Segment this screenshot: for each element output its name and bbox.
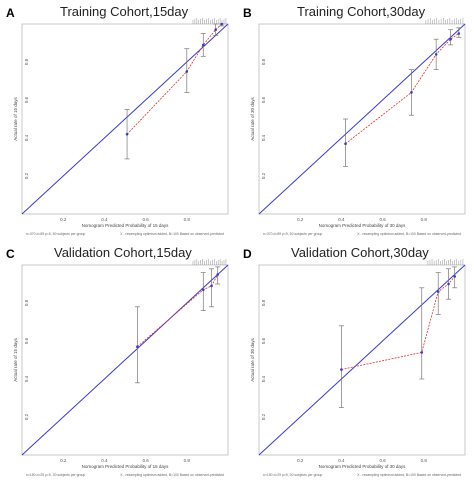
panel-d: D Validation Cohort,30day 0.2 0.4 0.6 0.8 0.… bbox=[237, 241, 474, 482]
footnote-right: X - resampling optimism added, B=100 Bas… bbox=[120, 473, 224, 477]
panel-b: B Training Cohort,30day 0.2 0.4 0.6 0.8 0.2 0… bbox=[237, 0, 474, 241]
footnote-right: X - resampling optimism added, B=100 Bas… bbox=[357, 232, 461, 236]
calibration-plot: 0.2 0.4 0.6 0.8 0.2 0.4 0.6 0.8 Nomogram Predict… bbox=[250, 18, 466, 236]
x-tick-label: 0.6 bbox=[379, 217, 386, 222]
data-point bbox=[340, 368, 343, 371]
y-tick-label: 0.2 bbox=[24, 413, 29, 420]
chart-title: Training Cohort,30day bbox=[297, 4, 426, 19]
x-tick-label: 0.4 bbox=[338, 458, 345, 463]
data-point bbox=[447, 282, 450, 286]
x-tick-label: 0.6 bbox=[142, 458, 149, 463]
data-point bbox=[210, 284, 213, 288]
data-point bbox=[185, 70, 189, 73]
y-tick-label: 0.2 bbox=[24, 172, 29, 179]
ideal-line bbox=[258, 23, 466, 215]
footnote-left: n=150 d=29 p=5, 30 subjects per group bbox=[263, 473, 322, 477]
y-tick-label: 0.4 bbox=[261, 134, 266, 141]
plot-frame bbox=[21, 264, 229, 456]
calibration-line bbox=[345, 33, 460, 145]
ideal-line bbox=[258, 264, 466, 456]
data-point bbox=[410, 91, 413, 94]
x-tick-label: 0.6 bbox=[379, 458, 386, 463]
data-point bbox=[136, 345, 139, 348]
x-axis-label: Nomogram Predicted Probability of 30 day… bbox=[319, 464, 407, 469]
footnote-right: X - resampling optimism added, B=100 Bas… bbox=[120, 232, 224, 236]
x-tick-label: 0.6 bbox=[142, 217, 149, 222]
calibration-line bbox=[126, 23, 223, 135]
calibration-plot: 0.2 0.4 0.6 0.8 0.2 0.4 0.6 0.8 Nomogram Predict… bbox=[13, 18, 229, 236]
x-tick-label: 0.8 bbox=[184, 217, 191, 222]
chart-title: Training Cohort,15day bbox=[60, 4, 189, 19]
panel-a: A Training Cohort,15day 0.2 0.4 0.6 0.8 0.2 0… bbox=[0, 0, 237, 241]
data-point bbox=[201, 288, 205, 291]
x-axis-label: Nomogram Predicted Probability of 30 day… bbox=[319, 223, 407, 228]
panel-letter: A bbox=[6, 6, 15, 20]
x-tick-label: 0.2 bbox=[60, 458, 67, 463]
footnote-left: n=150 d=29 p=5, 30 subjects per group bbox=[26, 473, 85, 477]
y-tick-label: 0.8 bbox=[24, 299, 29, 306]
data-point bbox=[214, 28, 217, 32]
x-tick-label: 0.4 bbox=[101, 458, 108, 463]
plot-frame bbox=[21, 23, 229, 215]
data-point bbox=[457, 32, 461, 35]
panel-letter: C bbox=[6, 247, 15, 261]
x-tick-label: 0.2 bbox=[297, 458, 304, 463]
footnote-left: n=370 d=89 p=5, 50 subjects per group bbox=[263, 232, 322, 236]
data-point bbox=[344, 142, 347, 145]
x-tick-label: 0.2 bbox=[60, 217, 67, 222]
y-axis-label: Actual rate of 30 days bbox=[250, 96, 255, 140]
data-point bbox=[216, 273, 219, 276]
x-tick-label: 0.8 bbox=[421, 458, 428, 463]
x-axis-label: Nomogram Predicted Probability of 15 day… bbox=[82, 464, 170, 469]
panel-letter: D bbox=[243, 247, 252, 261]
ideal-line bbox=[21, 23, 229, 215]
x-tick-label: 0.2 bbox=[297, 217, 304, 222]
data-point bbox=[125, 132, 129, 136]
y-tick-label: 0.6 bbox=[24, 96, 29, 103]
data-point bbox=[220, 22, 224, 26]
data-point bbox=[201, 43, 205, 47]
y-tick-label: 0.4 bbox=[261, 375, 266, 382]
footnote-right: X - resampling optimism added, B=100 Bas… bbox=[357, 473, 461, 477]
panel-letter: B bbox=[243, 6, 252, 20]
data-point bbox=[434, 53, 438, 56]
x-tick-label: 0.4 bbox=[101, 217, 108, 222]
calibration-plot: 0.2 0.4 0.6 0.8 0.2 0.4 0.6 0.8 Nomogram Predict… bbox=[250, 259, 466, 477]
calibration-line bbox=[137, 274, 219, 348]
plot-frame bbox=[258, 264, 466, 456]
footnote-left: n=370 d=89 p=5, 50 subjects per group bbox=[26, 232, 85, 236]
y-tick-label: 0.6 bbox=[261, 96, 266, 103]
x-axis-label: Nomogram Predicted Probability of 15 day… bbox=[82, 223, 170, 228]
data-point bbox=[449, 37, 452, 41]
y-tick-label: 0.4 bbox=[24, 375, 29, 382]
y-axis-label: Actual rate of 30 days bbox=[250, 337, 255, 381]
x-tick-label: 0.4 bbox=[338, 217, 345, 222]
chart-title: Validation Cohort,30day bbox=[291, 245, 429, 260]
y-tick-label: 0.8 bbox=[261, 58, 266, 65]
y-tick-label: 0.4 bbox=[24, 134, 29, 141]
data-point bbox=[420, 351, 424, 354]
data-point bbox=[436, 290, 440, 293]
y-tick-label: 0.8 bbox=[261, 299, 266, 306]
y-axis-label: Actual rate of 15 days bbox=[13, 337, 18, 381]
x-tick-label: 0.8 bbox=[421, 217, 428, 222]
data-point bbox=[453, 275, 456, 278]
x-tick-label: 0.8 bbox=[184, 458, 191, 463]
ideal-line bbox=[21, 264, 229, 456]
y-tick-label: 0.8 bbox=[24, 58, 29, 65]
y-tick-label: 0.2 bbox=[261, 413, 266, 420]
y-axis-label: Actual rate of 15 days bbox=[13, 96, 18, 140]
chart-title: Validation Cohort,15day bbox=[54, 245, 192, 260]
y-tick-label: 0.2 bbox=[261, 172, 266, 179]
calibration-plot: 0.2 0.4 0.6 0.8 0.2 0.4 0.6 0.8 Nomogram Predict… bbox=[13, 259, 229, 477]
plot-frame bbox=[258, 23, 466, 215]
panel-c: C Validation Cohort,15day 0.2 0.4 0.6 0.8 0.… bbox=[0, 241, 237, 482]
y-tick-label: 0.6 bbox=[24, 337, 29, 344]
y-tick-label: 0.6 bbox=[261, 337, 266, 344]
